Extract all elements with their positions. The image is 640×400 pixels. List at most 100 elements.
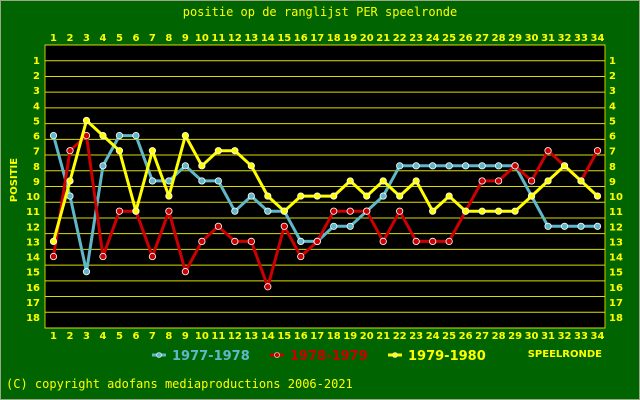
x-tick-labels-bottom: 1 2 3 4 5 6 7 8 9 10 11 12 13 14 15 16 17 18 19 20 21 22 23 24 2… xyxy=(50,331,604,342)
x-tick-label: 9 xyxy=(182,331,189,342)
data-point xyxy=(429,207,437,215)
y-tick-label: 2 xyxy=(609,71,616,82)
x-tick-label: 3 xyxy=(83,331,90,342)
data-point xyxy=(577,222,585,230)
x-tick-label: 15 xyxy=(277,331,291,342)
x-tick-label: 11 xyxy=(211,33,225,44)
data-point xyxy=(247,237,255,246)
x-tick-label: 18 xyxy=(327,33,341,44)
data-point xyxy=(214,147,222,155)
data-point xyxy=(82,268,91,276)
legend-marker xyxy=(156,352,162,358)
data-point xyxy=(66,147,74,155)
data-point xyxy=(247,192,255,200)
data-point xyxy=(494,207,503,215)
data-point xyxy=(99,162,107,170)
data-point xyxy=(462,207,470,215)
x-tick-label: 6 xyxy=(132,33,139,44)
y-tick-label: 4 xyxy=(33,101,40,112)
data-point xyxy=(379,192,387,200)
x-tick-label: 22 xyxy=(393,331,407,342)
y-tick-label: 1 xyxy=(33,56,40,67)
x-tick-label: 16 xyxy=(294,33,308,44)
data-point xyxy=(478,162,486,170)
y-tick-label: 7 xyxy=(33,147,40,158)
x-tick-label: 18 xyxy=(327,331,341,342)
x-tick-label: 33 xyxy=(574,331,588,342)
legend-marker xyxy=(274,352,280,358)
data-point xyxy=(297,252,305,261)
y-tick-label: 16 xyxy=(609,283,623,294)
y-tick-label: 9 xyxy=(33,177,40,188)
data-point xyxy=(593,222,602,230)
x-tick-label: 2 xyxy=(67,33,74,44)
x-tick-label: 5 xyxy=(116,331,123,342)
data-point xyxy=(330,222,338,230)
x-tick-label: 26 xyxy=(459,331,473,342)
x-tick-label: 21 xyxy=(376,331,390,342)
data-point xyxy=(412,162,420,170)
data-point xyxy=(264,192,272,200)
x-tick-label: 34 xyxy=(591,331,605,342)
y-tick-label: 18 xyxy=(609,313,623,324)
x-tick-label: 20 xyxy=(360,331,374,342)
data-point xyxy=(198,177,206,185)
y-tick-label: 14 xyxy=(609,253,623,264)
x-tick-label: 1 xyxy=(50,33,57,44)
y-tick-label: 17 xyxy=(26,298,40,309)
data-point xyxy=(593,147,602,155)
x-tick-labels-top: 1 2 3 4 5 6 7 8 9 10 11 12 13 14 15 16 17 18 19 20 21 22 23 24 2… xyxy=(50,33,604,44)
data-point xyxy=(396,192,404,200)
y-tick-label: 10 xyxy=(26,192,40,203)
legend-label: 1978-1979 xyxy=(290,349,368,364)
x-tick-label: 10 xyxy=(195,33,209,44)
data-point xyxy=(494,162,503,170)
x-tick-label: 24 xyxy=(426,331,440,342)
x-tick-label: 4 xyxy=(99,33,106,44)
x-tick-label: 32 xyxy=(558,33,572,44)
data-point xyxy=(379,177,387,185)
y-tick-label: 6 xyxy=(609,132,616,143)
y-tick-label: 5 xyxy=(609,116,616,127)
data-point xyxy=(264,283,272,291)
data-point xyxy=(148,147,157,155)
x-tick-label: 5 xyxy=(116,33,123,44)
data-point xyxy=(148,177,157,185)
data-point xyxy=(264,207,272,215)
series-1979-1980 xyxy=(49,116,602,246)
data-point xyxy=(494,177,503,185)
x-tick-label: 23 xyxy=(409,331,423,342)
x-tick-label: 31 xyxy=(541,33,555,44)
legend-marker xyxy=(392,352,398,358)
y-tick-label: 17 xyxy=(609,298,623,309)
x-axis-label: SPEELRONDE xyxy=(528,349,602,360)
x-tick-label: 15 xyxy=(277,33,291,44)
data-point xyxy=(297,237,305,246)
x-tick-label: 25 xyxy=(442,33,456,44)
x-tick-label: 34 xyxy=(591,33,605,44)
data-point xyxy=(544,177,552,185)
data-point xyxy=(462,162,470,170)
y-tick-label: 13 xyxy=(26,237,40,248)
x-tick-label: 20 xyxy=(360,33,374,44)
x-tick-label: 19 xyxy=(343,331,357,342)
y-tick-label: 2 xyxy=(33,71,40,82)
x-tick-label: 14 xyxy=(261,331,275,342)
series-line xyxy=(52,119,599,242)
series-1977-1978 xyxy=(49,131,602,276)
y-tick-label: 7 xyxy=(609,147,616,158)
x-tick-label: 12 xyxy=(228,331,242,342)
data-point xyxy=(49,237,58,246)
data-point xyxy=(445,237,453,246)
x-tick-label: 9 xyxy=(182,33,189,44)
data-point xyxy=(280,207,288,215)
y-tick-label: 15 xyxy=(609,268,623,279)
y-tick-label: 8 xyxy=(33,162,40,173)
x-tick-label: 7 xyxy=(149,33,156,44)
data-point xyxy=(412,177,420,185)
data-point xyxy=(330,192,338,200)
data-point xyxy=(49,252,58,261)
legend-label: 1979-1980 xyxy=(408,349,486,364)
y-tick-label: 6 xyxy=(33,132,40,143)
